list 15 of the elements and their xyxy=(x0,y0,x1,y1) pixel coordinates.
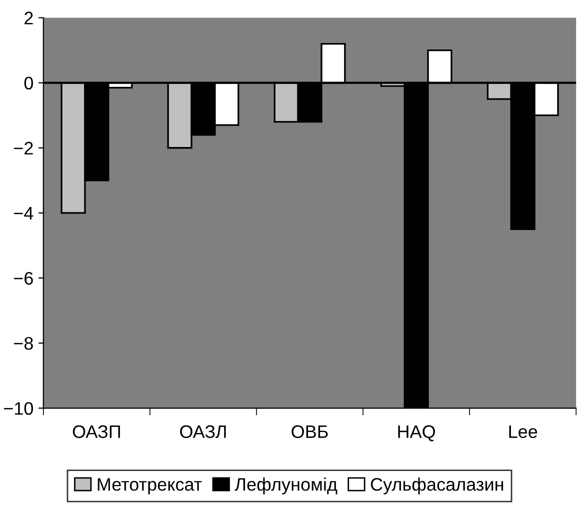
x-tick-label: ОАЗП xyxy=(72,425,120,438)
legend-label: Метотрексат xyxy=(98,478,202,494)
y-tick-label: 0 xyxy=(24,76,33,90)
y-tick-label: −10 xyxy=(4,402,33,415)
y-tick-label: −6 xyxy=(14,272,33,285)
legend-label: Сульфасалазин xyxy=(370,478,504,494)
x-tick-label: ОАЗЛ xyxy=(180,425,226,438)
y-tick-label: −2 xyxy=(14,142,33,154)
y-tick-label: 2 xyxy=(24,12,33,24)
x-tick-label: HAQ xyxy=(398,425,435,442)
y-tick-label: −4 xyxy=(14,207,34,220)
y-tick-label: −8 xyxy=(14,337,33,350)
x-tick-label: ОВБ xyxy=(292,425,328,438)
legend-label: Лефлуномід xyxy=(234,478,338,494)
x-tick-label: Lee xyxy=(509,425,538,438)
